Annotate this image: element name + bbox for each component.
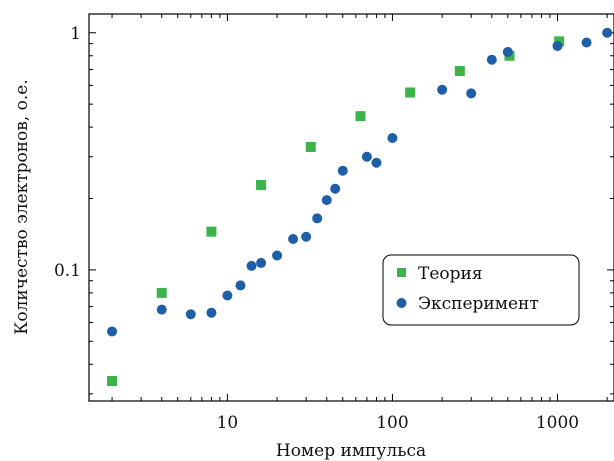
experiment-point (321, 195, 332, 206)
x-tick-label: 100 (376, 413, 408, 433)
legend-marker-experiment (396, 298, 407, 308)
theory-point (305, 141, 316, 152)
experiment-point (486, 54, 497, 65)
theory-point (206, 226, 217, 237)
legend-marker-theory (397, 268, 406, 277)
experiment-point (466, 88, 477, 99)
experiment-point (272, 250, 283, 261)
plot-frame (88, 13, 614, 402)
data-marks (107, 27, 613, 387)
theory-point (156, 287, 167, 298)
experiment-point (156, 304, 167, 315)
experiment-point (301, 231, 312, 242)
experiment-point (312, 213, 323, 224)
theory-point (256, 180, 267, 191)
theory-point (454, 65, 465, 76)
experiment-point (288, 233, 299, 244)
legend: Теория Эксперимент (382, 254, 580, 326)
x-tick-label: 10 (217, 413, 239, 433)
experiment-point (361, 151, 372, 162)
legend-box (382, 254, 580, 326)
experiment-point (222, 290, 233, 301)
experiment-point (337, 165, 348, 176)
experiment-point (107, 326, 118, 337)
experiment-point (602, 27, 613, 38)
y-tick-label: 1 (70, 24, 81, 44)
experiment-point (387, 132, 398, 143)
x-axis-label: Номер импульса (276, 441, 426, 461)
experiment-point (256, 257, 267, 268)
experiment-point (437, 84, 448, 95)
experiment-point (552, 40, 563, 51)
experiment-point (581, 37, 592, 48)
experiment-point (235, 280, 246, 291)
y-axis-label: Количество электронов, о.е. (12, 79, 32, 335)
theory-point (107, 376, 118, 387)
experiment-point (330, 183, 341, 194)
theory-point (405, 87, 416, 98)
legend-label-theory: Теория (418, 264, 483, 284)
experiment-point (371, 157, 382, 168)
y-tick-label: 0.1 (54, 261, 81, 281)
experiment-point (185, 309, 196, 320)
x-tick-label: 1000 (536, 413, 579, 433)
experiment-point (246, 260, 257, 271)
experiment-point (502, 46, 513, 57)
experiment-point (206, 307, 217, 318)
y-axis-ticks: 0.11 (54, 24, 614, 395)
theory-point (355, 111, 366, 122)
legend-label-experiment: Эксперимент (418, 294, 539, 314)
x-axis-ticks: 10 100 1000 (111, 14, 608, 433)
